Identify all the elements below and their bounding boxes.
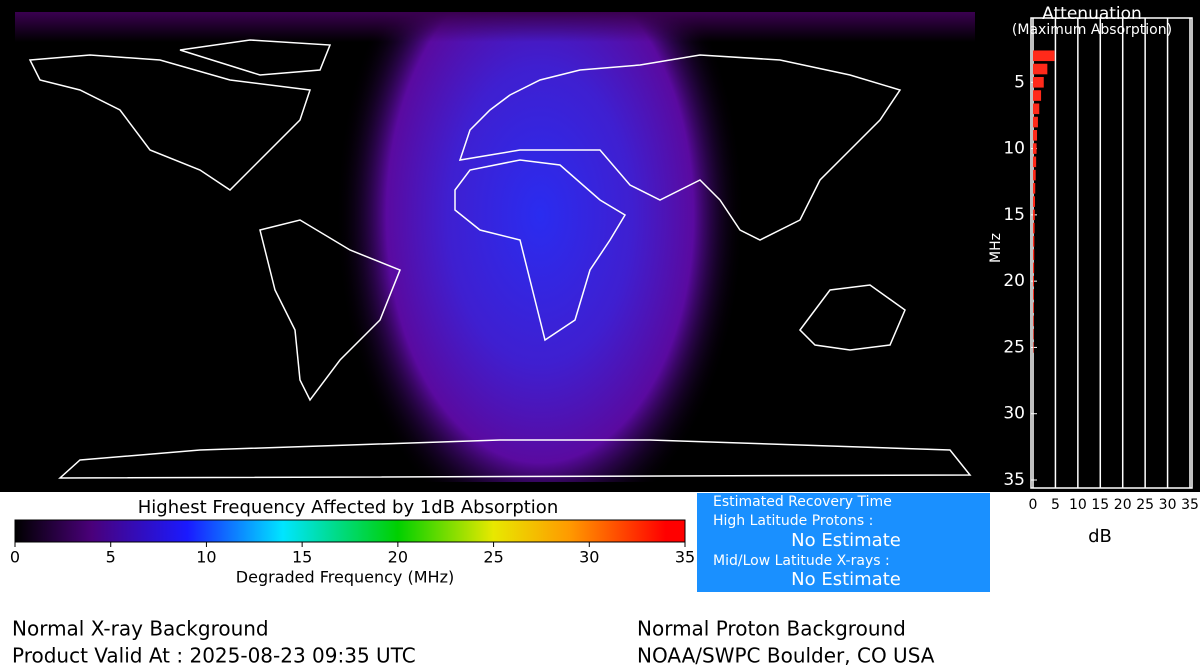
- bar: [1033, 183, 1036, 194]
- x-tick-label: 25: [1136, 497, 1154, 513]
- bar: [1033, 90, 1042, 101]
- bar: [1033, 302, 1034, 313]
- colorbar-tick-label: 20: [388, 548, 408, 567]
- y-axis-label: MHz: [988, 233, 1004, 263]
- x-tick-label: 5: [1051, 497, 1060, 513]
- bar: [1033, 116, 1038, 128]
- recovery-title: Estimated Recovery Time: [713, 494, 892, 510]
- bar: [1033, 315, 1034, 327]
- bar: [1033, 130, 1038, 141]
- footer-text: Normal X-ray Background: [12, 617, 269, 641]
- bar: [1033, 236, 1035, 247]
- y-tick-label: 25: [1003, 337, 1025, 357]
- footer-text: NOAA/SWPC Boulder, CO USA: [637, 644, 935, 668]
- colorbar-tick-label: 5: [106, 548, 116, 567]
- colorbar-label: Degraded Frequency (MHz): [236, 568, 454, 587]
- x-tick-label: 15: [1091, 497, 1109, 513]
- colorbar-tick-label: 25: [483, 548, 503, 567]
- x-tick-label: 10: [1069, 497, 1087, 513]
- x-axis-label: dB: [1088, 526, 1112, 547]
- bar: [1033, 63, 1048, 75]
- colorbar-tick-label: 15: [292, 548, 312, 567]
- colorbar-tick-label: 35: [675, 548, 695, 567]
- x-tick-label: 30: [1159, 497, 1177, 513]
- y-tick-label: 35: [1003, 470, 1025, 490]
- colorbar-tick-label: 0: [10, 548, 20, 567]
- recovery-value: No Estimate: [791, 530, 901, 551]
- recovery-label: High Latitude Protons :: [713, 513, 873, 529]
- bar: [1033, 143, 1037, 154]
- bar: [1033, 328, 1034, 340]
- bar: [1033, 169, 1036, 181]
- y-tick-label: 10: [1003, 139, 1025, 159]
- bar: [1033, 209, 1035, 221]
- bar: [1033, 222, 1035, 234]
- bar: [1033, 76, 1044, 88]
- recovery-value: No Estimate: [791, 569, 901, 590]
- footer-text: Product Valid At : 2025-08-23 09:35 UTC: [12, 644, 416, 668]
- y-tick-label: 30: [1003, 404, 1025, 424]
- y-tick-label: 15: [1003, 205, 1025, 225]
- y-tick-label: 20: [1003, 271, 1025, 291]
- x-tick-label: 35: [1181, 497, 1199, 513]
- x-tick-label: 20: [1114, 497, 1132, 513]
- colorbar: Highest Frequency Affected by 1dB Absorp…: [10, 497, 695, 587]
- bar: [1033, 289, 1034, 300]
- colorbar-tick-label: 30: [579, 548, 599, 567]
- attenuation-panel: Attenuation (Maximum Absorption) MHz dB …: [988, 0, 1200, 547]
- y-tick-label: 5: [1014, 72, 1025, 92]
- bar: [1033, 342, 1034, 353]
- coastlines: [28, 39, 972, 479]
- bar: [1033, 156, 1037, 168]
- panel-title: Attenuation: [1042, 4, 1142, 24]
- x-tick-label: 0: [1029, 497, 1038, 513]
- panel-subtitle: (Maximum Absorption): [1012, 22, 1172, 38]
- footer: Normal X-ray Background Product Valid At…: [12, 617, 935, 668]
- colorbar-tick-label: 10: [196, 548, 216, 567]
- bar: [1033, 196, 1036, 207]
- recovery-label: Mid/Low Latitude X-rays :: [713, 553, 890, 569]
- bar: [1033, 103, 1040, 115]
- bar: [1033, 262, 1035, 274]
- footer-text: Normal Proton Background: [637, 617, 906, 641]
- bar: [1033, 275, 1034, 287]
- bar: [1033, 50, 1055, 62]
- recovery-box: Estimated Recovery Time High Latitude Pr…: [697, 493, 990, 592]
- bar: [1033, 249, 1035, 260]
- colorbar-title: Highest Frequency Affected by 1dB Absorp…: [138, 497, 558, 518]
- map: [0, 0, 990, 492]
